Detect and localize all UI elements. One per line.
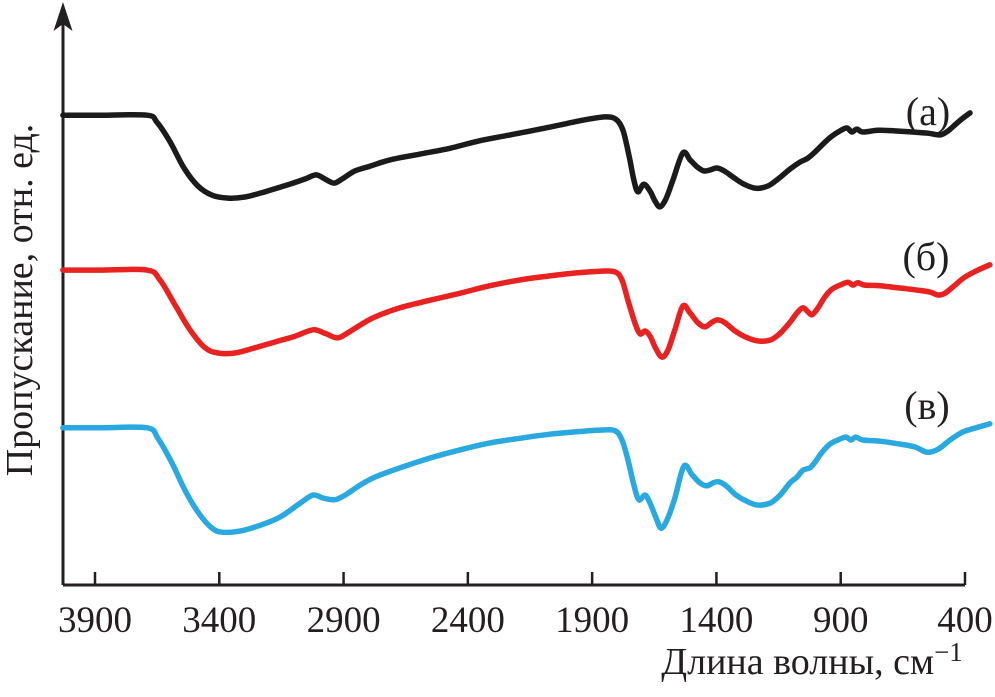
x-tick-label: 3400 bbox=[182, 600, 256, 641]
y-axis-arrowhead-icon bbox=[53, 2, 73, 31]
x-axis: 3900 3400 2900 2400 1900 1400 900 400 bbox=[58, 572, 993, 641]
x-tick-label: 2400 bbox=[431, 600, 505, 641]
x-tick-label: 2900 bbox=[307, 600, 381, 641]
x-tick-label: 900 bbox=[813, 600, 869, 641]
spectrum-a-label: (а) bbox=[906, 89, 950, 134]
spectra-series: (а) (б) (в) bbox=[60, 89, 993, 536]
x-axis-title-superscript: −1 bbox=[934, 637, 963, 667]
x-axis-ticks: 3900 3400 2900 2400 1900 1400 900 400 bbox=[58, 572, 993, 641]
x-tick-label: 3900 bbox=[58, 600, 132, 641]
x-tick-label: 1400 bbox=[679, 600, 753, 641]
x-tick-label: 1900 bbox=[555, 600, 629, 641]
y-axis-title: Пропускание, отн. ед. bbox=[0, 124, 41, 477]
x-axis-title-main: Длина волны, см bbox=[661, 641, 934, 683]
y-axis bbox=[53, 2, 73, 585]
x-tick-label: 400 bbox=[937, 600, 993, 641]
x-axis-title: Длина волны, см−1 bbox=[661, 637, 963, 683]
spectrum-a-curve bbox=[60, 110, 973, 210]
spectrum-b-label: (б) bbox=[902, 234, 949, 279]
spectrum-b-curve bbox=[60, 262, 993, 360]
spectrum-v-label: (в) bbox=[904, 383, 950, 428]
spectrum-v-curve bbox=[60, 421, 993, 536]
